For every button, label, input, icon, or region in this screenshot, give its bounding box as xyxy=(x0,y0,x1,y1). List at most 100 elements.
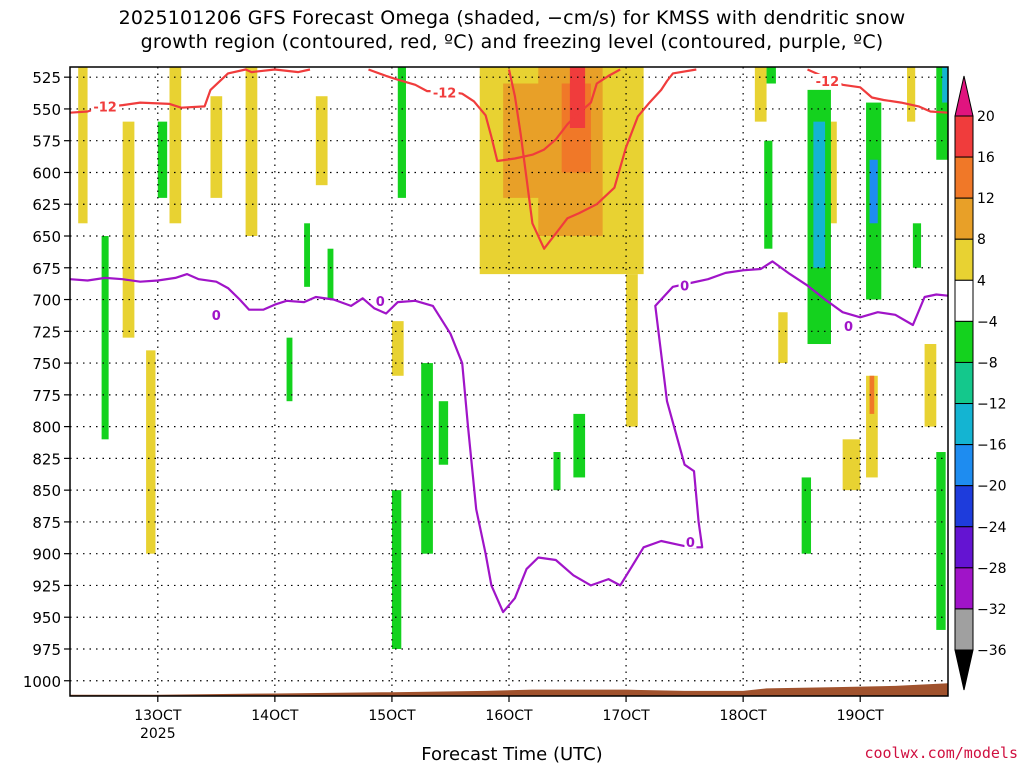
omega-shaded-region xyxy=(819,299,831,345)
x-tick-label: 16OCT xyxy=(485,708,533,724)
omega-shaded-region xyxy=(569,67,586,128)
x-tick-label: 13OCT xyxy=(134,708,182,724)
omega-shaded-region xyxy=(327,248,334,300)
y-tick-label: 950 xyxy=(32,609,61,627)
contour-label-bg xyxy=(210,307,223,321)
colorbar-bin xyxy=(954,279,974,322)
omega-shaded-region xyxy=(438,401,449,465)
contour-label: 0 xyxy=(686,536,695,551)
y-tick-label: 825 xyxy=(32,450,61,468)
contour-label-bg xyxy=(813,73,842,87)
colorbar-tick-label: −4 xyxy=(977,314,998,330)
x-axis-title: Forecast Time (UTC) xyxy=(421,744,603,765)
omega-shaded-region xyxy=(936,452,946,630)
y-tick-label: 800 xyxy=(32,419,61,437)
y-tick-label: 1000 xyxy=(23,673,61,691)
colorbar-bin xyxy=(954,320,974,363)
chart-title: 2025101206 GFS Forecast Omega (shaded, −… xyxy=(118,7,906,53)
contour-label-bg xyxy=(842,319,855,333)
x-tick-label: 19OCT xyxy=(837,708,885,724)
y-tick-label: 625 xyxy=(32,196,61,214)
terrain-surface xyxy=(70,683,948,696)
colorbar-tick-label: 4 xyxy=(977,273,986,289)
contour-line xyxy=(507,68,697,250)
x-tick-label: 17OCT xyxy=(602,708,650,724)
omega-shaded-region xyxy=(869,375,875,414)
omega-shaded-region xyxy=(626,274,638,427)
omega-shaded-region xyxy=(397,67,406,198)
omega-shaded-region xyxy=(813,121,826,268)
colorbar-tick-label: −36 xyxy=(977,643,1007,659)
colorbar-bin xyxy=(954,444,974,487)
omega-shaded-region xyxy=(907,67,916,122)
contour-label: 0 xyxy=(212,309,221,324)
colorbar-min-arrow xyxy=(954,649,974,691)
colorbar-tick-label: −8 xyxy=(977,355,998,371)
y-tick-label: 675 xyxy=(32,260,61,278)
contour-label-bg xyxy=(684,535,697,549)
colorbar-bin xyxy=(954,115,974,158)
y-tick-label: 550 xyxy=(32,101,61,119)
omega-shaded-region xyxy=(391,321,404,376)
colorbar-tick-label: −24 xyxy=(977,520,1007,536)
x-tick-label: 15OCT xyxy=(368,708,416,724)
y-tick-label: 975 xyxy=(32,641,61,659)
y-tick-label: 850 xyxy=(32,482,61,500)
contour-label-bg xyxy=(91,99,120,113)
y-tick-label: 925 xyxy=(32,577,61,595)
omega-shaded-region xyxy=(764,140,773,249)
y-tick-label: 725 xyxy=(32,323,61,341)
omega-shaded-region xyxy=(157,121,168,198)
contour-label: -12 xyxy=(433,86,457,101)
colorbar-tick-label: −28 xyxy=(977,561,1007,577)
omega-shaded-region xyxy=(924,344,937,427)
contour-label: -12 xyxy=(93,100,117,115)
y-tick-label: 575 xyxy=(32,133,61,151)
x-tick-label: 14OCT xyxy=(251,708,299,724)
colorbar-bin xyxy=(954,361,974,405)
omega-shaded-region xyxy=(754,67,767,122)
colorbar-bin xyxy=(954,485,974,528)
omega-shaded-region xyxy=(421,363,433,554)
contour-label: 0 xyxy=(680,280,689,295)
colorbar-bin xyxy=(954,608,974,651)
omega-shaded-region xyxy=(245,67,258,237)
contour-label-bg xyxy=(430,85,459,99)
y-tick-label: 875 xyxy=(32,514,61,532)
colorbar-bin xyxy=(954,156,974,199)
y-tick-label: 700 xyxy=(32,292,61,310)
contour-label: 0 xyxy=(844,320,853,335)
x-tick-sublabel: 2025 xyxy=(140,726,176,742)
y-tick-label: 650 xyxy=(32,228,61,246)
omega-shaded-region xyxy=(912,223,922,268)
colorbar-tick-label: 8 xyxy=(977,232,986,248)
omega-shaded-region xyxy=(766,67,776,84)
omega-shaded-region xyxy=(866,375,878,478)
omega-shaded-region xyxy=(304,223,310,287)
omega-shaded-region xyxy=(122,121,135,338)
source-credit: coolwx.com/models xyxy=(864,744,1018,762)
colorbar-tick-label: −32 xyxy=(977,602,1007,618)
omega-shaded-region xyxy=(869,159,878,224)
omega-shaded-region xyxy=(286,337,293,402)
contour-label: 0 xyxy=(376,295,385,310)
colorbar-bin xyxy=(954,403,974,446)
colorbar-bin xyxy=(954,238,974,281)
contour-label: -12 xyxy=(816,75,840,90)
omega-shaded-region xyxy=(553,452,561,491)
y-tick-label: 600 xyxy=(32,164,61,182)
colorbar-tick-label: 20 xyxy=(977,109,995,125)
omega-shaded-region xyxy=(315,96,328,186)
omega-shaded-region xyxy=(101,236,109,440)
omega-shaded-region xyxy=(842,439,861,491)
contour-line xyxy=(368,68,621,163)
omega-shaded-region xyxy=(391,490,402,649)
omega-shaded-region xyxy=(78,67,88,224)
omega-shaded-region xyxy=(942,67,948,103)
y-tick-label: 775 xyxy=(32,387,61,405)
colorbar-tick-label: 12 xyxy=(977,191,995,207)
contour-label-bg xyxy=(374,293,387,307)
contour-line xyxy=(70,260,948,614)
y-tick-label: 525 xyxy=(32,69,61,87)
